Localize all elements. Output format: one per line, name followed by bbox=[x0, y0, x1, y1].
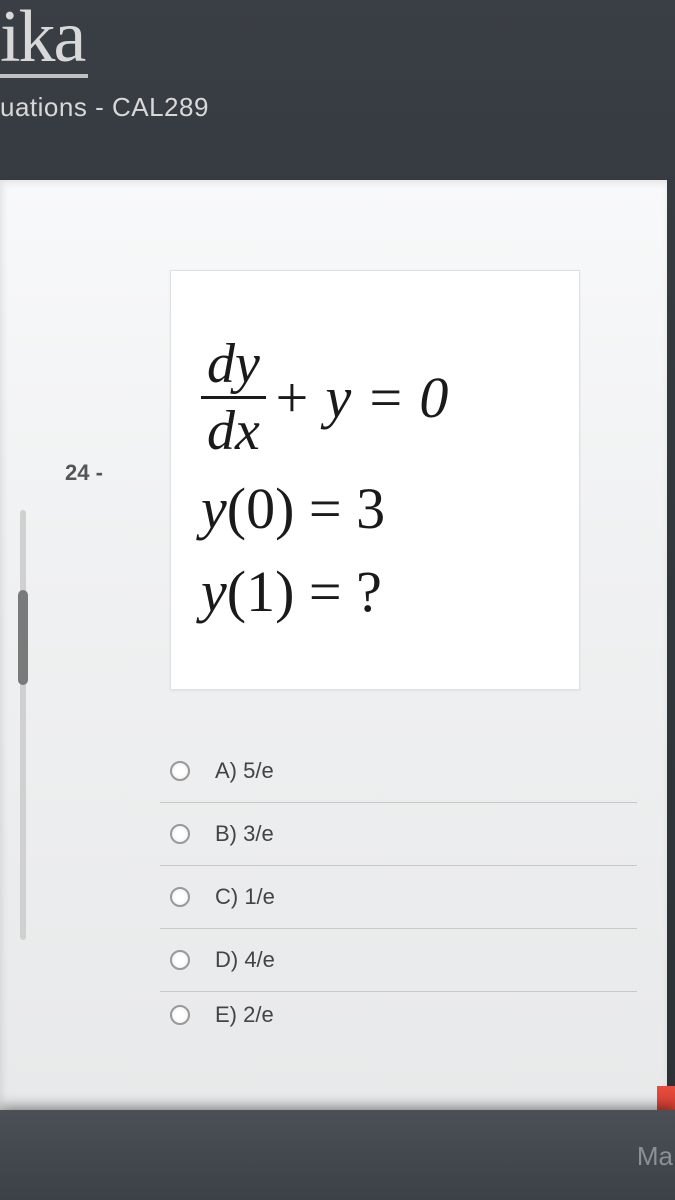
radio-a[interactable] bbox=[170, 761, 190, 781]
bottom-bar: Ma bbox=[0, 1110, 675, 1200]
answer-option-b[interactable]: B) 3/e bbox=[160, 803, 637, 866]
answer-option-a[interactable]: A) 5/e bbox=[160, 740, 637, 803]
radio-c[interactable] bbox=[170, 887, 190, 907]
math-equation-box: dy dx + y = 0 y(0) = 3 y(1) = ? bbox=[170, 270, 580, 690]
y0-value: (0) = 3 bbox=[227, 475, 385, 542]
fraction-denominator: dx bbox=[201, 399, 266, 459]
answer-list: A) 5/e B) 3/e C) 1/e D) 4/e E) 2/e bbox=[160, 740, 637, 1028]
equation-rest-1: + y = 0 bbox=[272, 365, 449, 430]
page-header: ika uations - CAL289 bbox=[0, 0, 675, 143]
fraction-numerator: dy bbox=[201, 336, 266, 399]
radio-e[interactable] bbox=[170, 1005, 190, 1025]
radio-b[interactable] bbox=[170, 824, 190, 844]
y1-question: (1) = ? bbox=[227, 558, 382, 625]
answer-option-c[interactable]: C) 1/e bbox=[160, 866, 637, 929]
answer-option-e[interactable]: E) 2/e bbox=[160, 992, 637, 1028]
answer-option-d[interactable]: D) 4/e bbox=[160, 929, 637, 992]
answer-label-a: A) 5/e bbox=[215, 758, 274, 784]
equation-line-2: y(0) = 3 bbox=[201, 475, 385, 542]
equation-line-3: y(1) = ? bbox=[201, 558, 382, 625]
fraction-dydx: dy dx bbox=[201, 336, 266, 459]
y-var-3: y bbox=[201, 558, 227, 625]
answer-label-e: E) 2/e bbox=[215, 1002, 274, 1028]
answer-label-b: B) 3/e bbox=[215, 821, 274, 847]
scrollbar-thumb[interactable] bbox=[18, 590, 28, 685]
scrollbar-track[interactable] bbox=[20, 510, 26, 940]
y-var-2: y bbox=[201, 475, 227, 542]
course-subtitle: uations - CAL289 bbox=[0, 92, 675, 123]
question-panel: 24 - dy dx + y = 0 y(0) = 3 y(1) = ? bbox=[0, 180, 667, 1110]
answer-label-c: C) 1/e bbox=[215, 884, 275, 910]
question-number: 24 - bbox=[65, 460, 103, 486]
bottom-text-ma: Ma bbox=[637, 1141, 673, 1172]
radio-d[interactable] bbox=[170, 950, 190, 970]
equation-line-1: dy dx + y = 0 bbox=[201, 336, 448, 459]
logo-text: ika bbox=[0, 0, 88, 78]
answer-label-d: D) 4/e bbox=[215, 947, 275, 973]
